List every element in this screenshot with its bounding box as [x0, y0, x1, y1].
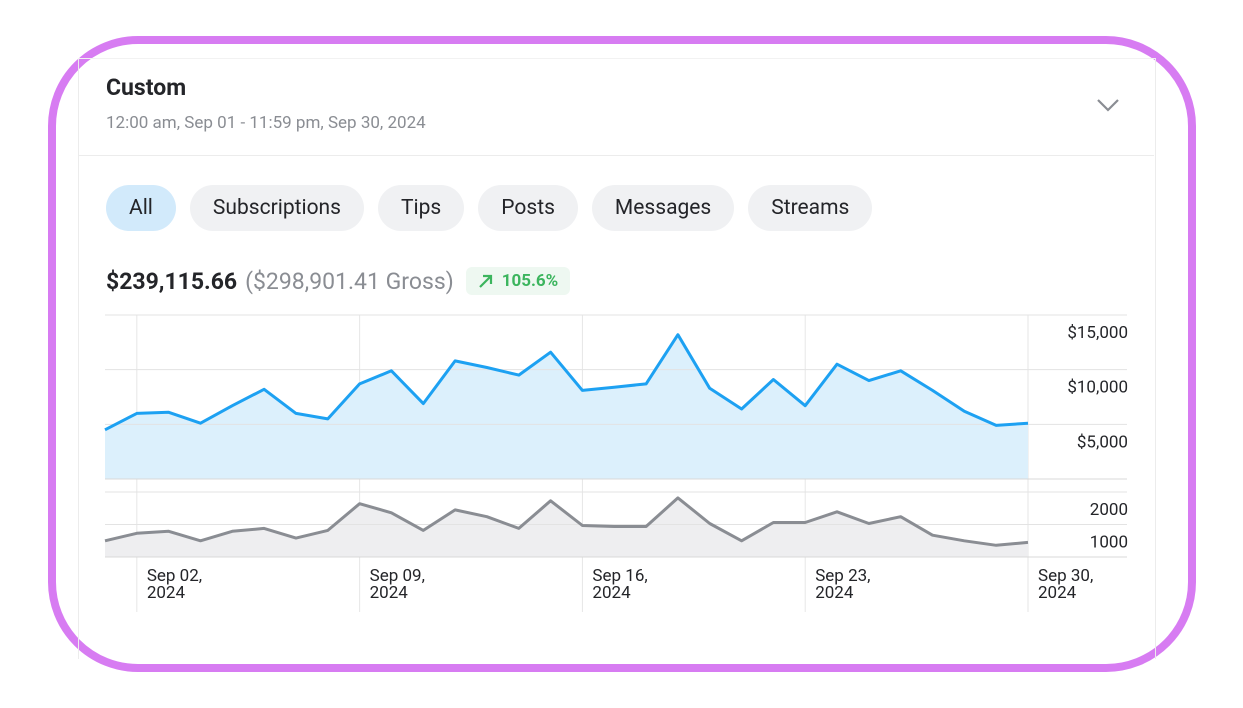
y-tick-label: $10,000	[1067, 378, 1128, 398]
card	[78, 58, 1156, 659]
summary: $239,115.66 ($298,901.41 Gross) 105.6%	[106, 267, 571, 295]
x-tick-label: Sep 02, 2024	[146, 566, 203, 603]
tab[interactable]: All	[106, 185, 176, 231]
separator	[78, 155, 1154, 156]
area-fill	[105, 334, 1028, 479]
title: Custom	[106, 74, 187, 101]
tab[interactable]: Posts	[478, 185, 578, 231]
x-tick-label: Sep 16, 2024	[592, 566, 648, 603]
up-arrow	[478, 274, 492, 288]
frame	[48, 36, 1196, 672]
x-tick-label: Sep 23, 2024	[815, 566, 871, 603]
tab-bar: All Subscriptions Tips Posts Messages St…	[106, 185, 873, 231]
y-tick-label: 1000	[1090, 533, 1128, 553]
y-tick-label: $15,000	[1067, 323, 1128, 343]
tab[interactable]: Messages	[591, 185, 735, 231]
area-line	[104, 496, 1029, 547]
net-total: $239,115.66	[106, 267, 238, 295]
x-tick-label: Sep 30, 2024	[1038, 566, 1094, 603]
change-badge: 105.6%	[465, 267, 571, 295]
y-tick-label: $5,000	[1077, 432, 1128, 452]
dropdown-chevron[interactable]	[1095, 96, 1121, 114]
change-value: 105.6%	[501, 271, 559, 291]
gross-total: ($298,901.41 Gross)	[245, 267, 454, 295]
y-tick-label: 2000	[1090, 500, 1128, 520]
tab[interactable]: Subscriptions	[189, 185, 364, 231]
area-line	[104, 333, 1029, 432]
tab[interactable]: Tips	[378, 185, 465, 231]
area-fill	[105, 497, 1028, 557]
subtitle: 12:00 am, Sep 01 - 11:59 pm, Sep 30, 202…	[106, 113, 426, 133]
tab[interactable]: Streams	[748, 185, 873, 231]
x-tick-label: Sep 09, 2024	[369, 566, 425, 603]
